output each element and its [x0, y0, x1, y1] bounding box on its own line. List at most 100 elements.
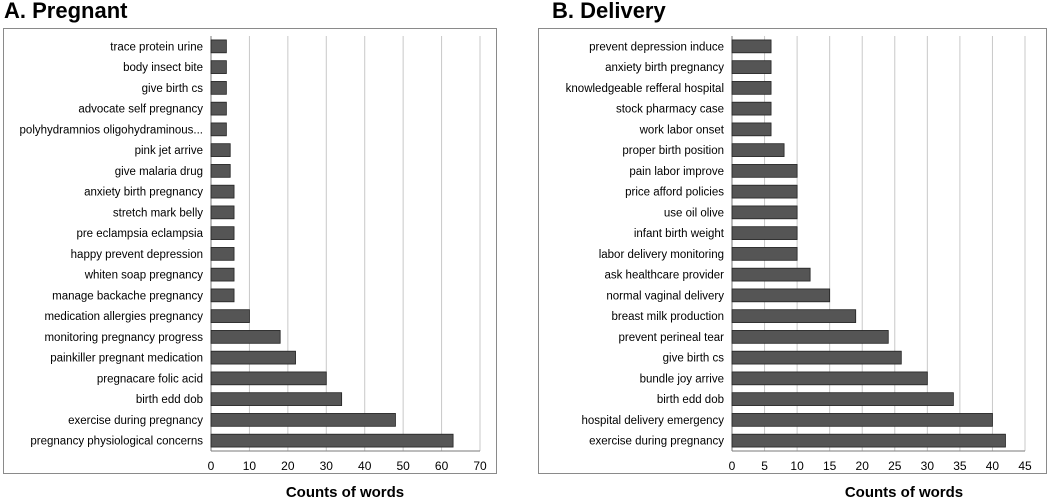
x-tick-label-1-3: 15: [823, 459, 837, 473]
chart-a-title: A. Pregnant: [4, 0, 128, 23]
x-tick-label-0-1: 10: [243, 459, 257, 473]
bar-0-16: [210, 371, 327, 386]
category-label-1-17: birth edd dob: [657, 394, 724, 406]
chart-b-xlabel: Counts of words: [844, 484, 964, 501]
category-label-1-8: use oil olive: [664, 207, 724, 219]
bar-1-4: [731, 122, 772, 137]
bar-0-3: [210, 101, 227, 116]
bar-0-15: [210, 350, 296, 365]
category-label-0-16: pregnacare folic acid: [97, 373, 203, 385]
category-label-1-12: normal vaginal delivery: [606, 290, 724, 302]
chart-b-title: B. Delivery: [552, 0, 666, 23]
category-label-0-15: painkiller pregnant medication: [50, 353, 203, 365]
x-tick-label-0-7: 70: [473, 459, 487, 473]
category-label-1-18: hospital delivery emergency: [581, 415, 724, 427]
x-tick-label-1-2: 10: [790, 459, 804, 473]
bar-0-0: [210, 39, 227, 54]
bar-1-13: [731, 309, 857, 323]
bar-1-12: [731, 288, 831, 303]
category-label-1-2: knowledgeable refferal hospital: [566, 83, 724, 95]
x-tick-label-1-5: 25: [888, 459, 902, 473]
bar-1-17: [731, 392, 954, 406]
x-tick-label-0-6: 60: [435, 459, 449, 473]
x-tick-label-0-0: 0: [208, 459, 215, 473]
bar-0-9: [210, 226, 235, 240]
category-label-1-7: price afford policies: [625, 187, 724, 199]
category-label-0-8: stretch mark belly: [113, 207, 203, 219]
category-label-0-18: exercise during pregnancy: [68, 415, 203, 427]
x-tick-label-1-0: 0: [729, 459, 736, 473]
x-tick-label-0-5: 50: [396, 459, 410, 473]
bar-1-16: [731, 371, 928, 386]
bar-1-8: [731, 205, 798, 220]
category-label-1-11: ask healthcare provider: [604, 270, 724, 282]
category-label-1-9: infant birth weight: [634, 228, 725, 240]
category-label-0-3: advocate self pregnancy: [78, 104, 203, 116]
bar-1-18: [731, 413, 993, 427]
bar-1-10: [731, 247, 798, 261]
bar-0-8: [210, 205, 235, 220]
category-label-1-14: prevent perineal tear: [619, 332, 725, 344]
category-label-1-4: work labor onset: [639, 124, 725, 136]
bar-1-11: [731, 267, 811, 282]
x-tick-label-0-2: 20: [281, 459, 295, 473]
x-tick-label-1-6: 30: [921, 459, 935, 473]
category-label-1-16: bundle joy arrive: [640, 373, 724, 385]
x-tick-label-1-8: 40: [986, 459, 1000, 473]
category-label-0-11: whiten soap pregnancy: [84, 270, 204, 282]
bar-1-14: [731, 330, 889, 344]
x-tick-label-0-3: 30: [320, 459, 334, 473]
bar-0-2: [210, 81, 227, 95]
category-label-0-5: pink jet arrive: [135, 145, 203, 157]
category-label-1-13: breast milk production: [612, 311, 725, 323]
x-tick-label-0-4: 40: [358, 459, 372, 473]
category-label-1-6: pain labor improve: [629, 166, 724, 178]
category-label-0-7: anxiety birth pregnancy: [84, 187, 203, 199]
bar-0-19: [210, 433, 454, 448]
category-label-0-2: give birth cs: [142, 83, 204, 95]
bar-0-6: [210, 164, 231, 178]
category-label-1-1: anxiety birth pregnancy: [605, 62, 724, 74]
category-label-0-17: birth edd dob: [136, 394, 203, 406]
bar-1-7: [731, 184, 798, 199]
x-tick-label-1-4: 20: [856, 459, 870, 473]
category-label-1-3: stock pharmacy case: [616, 104, 724, 116]
bar-0-17: [210, 392, 343, 406]
bar-0-12: [210, 288, 235, 303]
category-label-1-0: prevent depression induce: [589, 41, 724, 53]
bar-0-11: [210, 267, 235, 282]
bar-1-19: [731, 433, 1006, 448]
x-tick-label-1-7: 35: [953, 459, 967, 473]
bar-1-3: [731, 101, 772, 116]
category-label-1-10: labor delivery monitoring: [599, 249, 724, 261]
category-label-0-6: give malaria drug: [115, 166, 203, 178]
category-label-0-13: medication allergies pregnancy: [44, 311, 203, 323]
bar-1-9: [731, 226, 798, 240]
bar-0-4: [210, 122, 227, 137]
category-label-0-9: pre eclampsia eclampsia: [76, 228, 203, 240]
bar-0-7: [210, 184, 235, 199]
bar-0-18: [210, 413, 396, 427]
bar-0-13: [210, 309, 250, 323]
category-label-0-4: polyhydramnios oligohydraminous...: [20, 124, 203, 136]
bar-1-0: [731, 39, 772, 54]
category-label-0-0: trace protein urine: [110, 41, 203, 53]
category-label-1-15: give birth cs: [663, 353, 725, 365]
category-label-1-5: proper birth position: [622, 145, 724, 157]
category-label-0-12: manage backache pregnancy: [52, 290, 203, 302]
bar-0-14: [210, 330, 281, 344]
category-label-0-14: monitoring pregnancy progress: [44, 332, 203, 344]
bar-0-5: [210, 143, 231, 157]
x-tick-label-1-1: 5: [761, 459, 768, 473]
category-label-0-10: happy prevent depression: [71, 249, 203, 261]
bar-1-1: [731, 60, 772, 74]
category-label-0-1: body insect bite: [123, 62, 203, 74]
bar-1-15: [731, 350, 902, 365]
x-tick-label-1-9: 45: [1018, 459, 1032, 473]
bar-1-5: [731, 143, 785, 157]
chart-a-xlabel: Counts of words: [285, 484, 405, 501]
category-label-1-19: exercise during pregnancy: [589, 436, 724, 448]
category-label-0-19: pregnancy physiological concerns: [30, 436, 203, 448]
bar-0-1: [210, 60, 227, 74]
